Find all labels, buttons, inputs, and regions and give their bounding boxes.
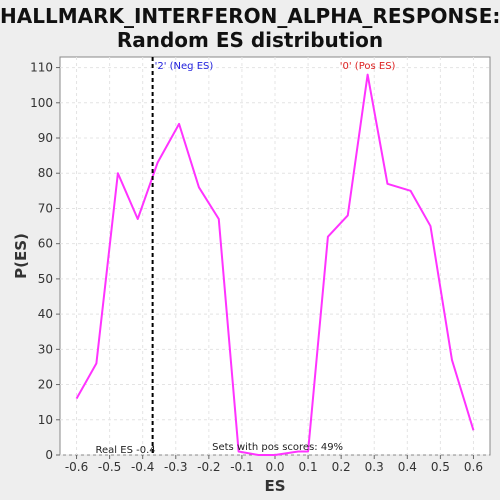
es-distribution-line — [75, 73, 475, 456]
y-tick-label: 110 — [30, 61, 53, 75]
x-tick-label: 0.4 — [398, 460, 417, 474]
y-tick-label: 100 — [30, 96, 53, 110]
x-tick-label: -0.4 — [131, 460, 154, 474]
y-tick-label: 0 — [45, 448, 53, 462]
x-axis-label: ES — [264, 477, 285, 495]
annotation-layer: '2' (Neg ES) '0' (Pos ES) Real ES -0.4 Sets… — [96, 57, 396, 456]
real-es-label: Real ES -0.4 — [96, 445, 156, 456]
grid-layer — [60, 57, 490, 456]
x-tick-label: 0.1 — [299, 460, 318, 474]
pos-scores-label: Sets with pos scores: 49% — [212, 442, 343, 453]
x-tick-label: -0.6 — [65, 460, 88, 474]
y-tick-label: 70 — [38, 201, 53, 215]
y-tick-label: 30 — [38, 342, 53, 356]
x-tick-label: -0.1 — [230, 460, 253, 474]
y-tick-label: 60 — [38, 237, 53, 251]
x-tick-label: 0.3 — [365, 460, 384, 474]
x-tick-label: 0.0 — [265, 460, 284, 474]
series-layer — [75, 73, 475, 456]
x-tick-label: -0.3 — [164, 460, 187, 474]
chart-title-line2: Random ES distribution — [116, 28, 384, 52]
x-tick-label: -0.2 — [197, 460, 220, 474]
y-tick-label: 20 — [38, 378, 53, 392]
x-tick-label: -0.5 — [98, 460, 121, 474]
y-tick-label: 90 — [38, 131, 53, 145]
y-axis-label: P(ES) — [12, 233, 30, 279]
neg-es-annotation: '2' (Neg ES) — [155, 61, 214, 72]
y-tick-label: 50 — [38, 272, 53, 286]
tick-layer: -0.6 -0.5 -0.4 -0.3 -0.2 -0.1 0.0 0.1 0.2 0.3 0.4 0… — [30, 61, 483, 474]
y-tick-label: 40 — [38, 307, 53, 321]
y-tick-label: 10 — [38, 413, 53, 427]
x-tick-label: 0.6 — [464, 460, 483, 474]
x-tick-label: 0.5 — [431, 460, 450, 474]
pos-es-annotation: '0' (Pos ES) — [340, 61, 396, 72]
chart-title-line1: HALLMARK_INTERFERON_ALPHA_RESPONSE: — [0, 4, 500, 28]
y-tick-label: 80 — [38, 166, 53, 180]
x-tick-label: 0.2 — [332, 460, 351, 474]
